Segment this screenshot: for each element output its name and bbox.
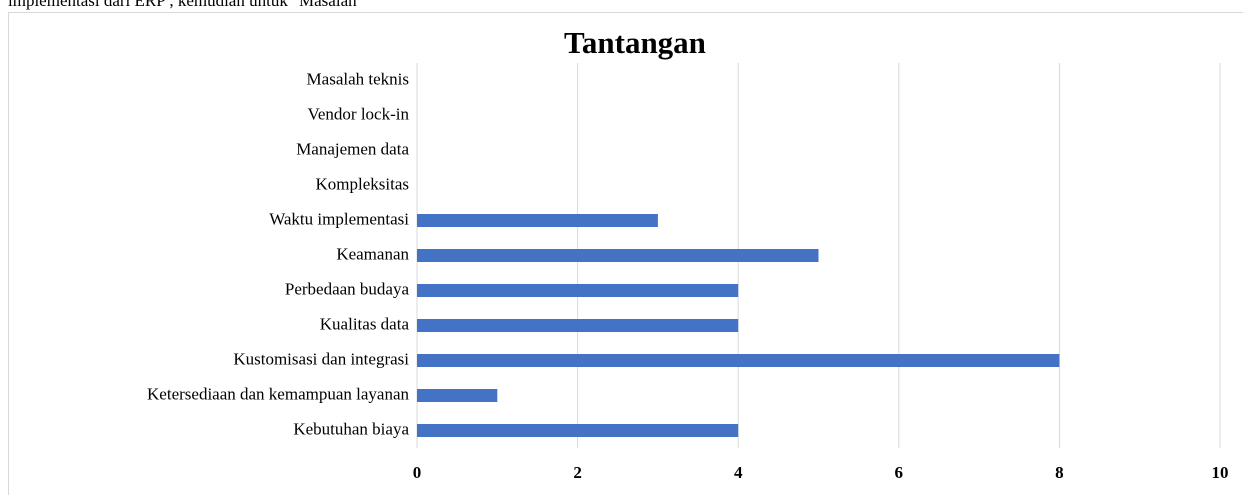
y-tick-label: Masalah teknis — [307, 69, 409, 88]
x-tick-label: 10 — [1212, 463, 1229, 482]
chart-title: Tantangan — [564, 25, 706, 60]
x-tick-label: 4 — [734, 463, 743, 482]
chart-border — [8, 12, 1243, 495]
y-tick-label: Waktu implementasi — [269, 209, 409, 228]
x-tick-label: 6 — [895, 463, 904, 482]
y-tick-label: Kualitas data — [320, 314, 410, 333]
bar — [417, 389, 498, 402]
x-tick-label: 0 — [413, 463, 422, 482]
y-tick-label: Kebutuhan biaya — [293, 419, 409, 438]
bar — [417, 249, 819, 262]
bar — [417, 284, 739, 297]
header-text: implementasi dari ERP , kemudian untuk "… — [8, 0, 364, 10]
y-tick-label: Perbedaan budaya — [285, 279, 410, 298]
y-tick-label: Manajemen data — [296, 139, 409, 158]
y-tick-label: Kompleksitas — [316, 174, 410, 193]
bar — [417, 214, 658, 227]
y-tick-label: Keamanan — [336, 244, 409, 263]
bar — [417, 424, 739, 437]
bar — [417, 354, 1060, 367]
y-tick-label: Kustomisasi dan integrasi — [233, 349, 409, 368]
y-tick-label: Ketersediaan dan kemampuan layanan — [147, 384, 409, 403]
x-tick-label: 2 — [573, 463, 582, 482]
y-tick-label: Vendor lock-in — [307, 104, 409, 123]
bar — [417, 319, 739, 332]
x-tick-label: 8 — [1055, 463, 1064, 482]
